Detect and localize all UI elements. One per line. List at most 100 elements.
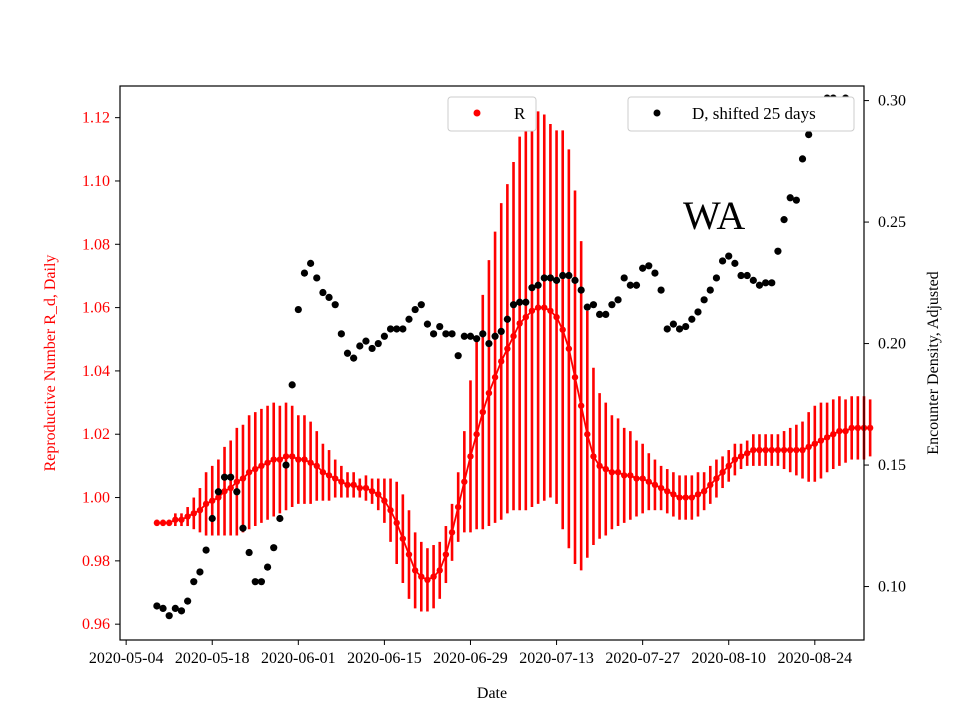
d-point [448,330,456,338]
d-point [534,281,542,289]
y-right-tick-label: 0.25 [878,214,906,231]
r-point [319,469,327,476]
r-point [713,475,720,482]
d-point [503,315,511,323]
d-point [251,578,259,586]
r-point [393,519,400,527]
legend-r-box [447,96,537,132]
r-point [645,478,652,485]
r-point [577,402,585,409]
d-point [325,293,333,301]
d-point [473,335,481,343]
r-point [694,491,702,498]
d-point [577,286,585,294]
d-point [184,597,192,605]
d-point [712,274,721,282]
d-point [546,274,555,282]
legend-r-marker [473,109,481,117]
d-point [485,339,493,348]
d-point [423,320,432,328]
r-point [780,446,788,454]
d-point [632,281,641,289]
y-right-tick-label: 0.15 [878,457,906,474]
d-point [411,305,419,314]
r-point [184,513,191,520]
d-point [792,196,800,204]
d-point [565,271,573,280]
x-tick-label: 2020-05-18 [175,650,250,667]
x-tick-label: 2020-08-10 [691,650,766,667]
d-point [405,315,413,323]
r-point [700,488,708,495]
d-point [645,262,653,270]
y-left-tick-label: 1.06 [82,300,110,317]
r-point [670,491,677,498]
r-point [805,443,812,451]
d-point [196,568,204,576]
r-point [362,484,370,492]
r-point [774,446,782,454]
d-point [171,604,179,613]
data-points [153,94,874,620]
d-point [589,301,598,309]
x-tick-label: 2020-07-13 [519,650,594,667]
d-point [331,301,339,309]
d-point [669,320,677,328]
d-point [270,544,278,552]
r-point [190,510,197,517]
d-point [294,305,302,314]
r-point [719,469,726,476]
r-point [682,494,689,501]
r-point [534,304,542,311]
d-point [749,276,757,284]
d-point [626,281,634,289]
d-point [675,325,684,333]
r-point [836,427,843,435]
d-point [362,337,370,345]
y-left-tick-label: 1.12 [82,110,110,127]
d-point [639,264,647,272]
r-point [608,469,616,476]
d-point [583,303,591,311]
d-point [436,322,444,331]
r-point [750,446,757,454]
r-point [787,446,794,454]
d-point [337,330,345,338]
r-point [332,475,339,482]
r-point [479,408,486,416]
y-axis-label-left: Reproductive Number R_d, Daily [42,255,59,472]
r-point [541,304,548,311]
r-point [504,345,511,352]
r-point [430,573,437,580]
r-point [153,519,161,527]
d-point [307,259,315,267]
r-point [614,469,622,476]
r-point [848,424,855,432]
d-point [239,524,247,532]
d-point [497,327,505,336]
r-point [516,320,523,327]
r-point [768,446,775,454]
r-point [633,475,640,482]
d-point [227,473,235,481]
d-point [245,548,253,557]
r-point [405,551,413,558]
legend-d-label: D, shifted 25 days [692,104,816,123]
r-point [731,456,739,463]
d-point [233,488,241,496]
r-point [510,332,517,340]
x-tick-label: 2020-08-24 [777,650,852,667]
r-point [842,427,849,435]
d-point [682,322,690,331]
y-left-tick-label: 1.04 [82,363,110,380]
legend-r-label: R [514,104,526,123]
d-point [798,155,807,163]
r-point [811,440,819,447]
d-point [571,276,579,284]
r-point [448,529,456,536]
r-point [498,358,505,365]
d-point [356,342,364,350]
r-point [664,488,671,495]
r-point [411,567,419,574]
r-point [737,453,745,460]
